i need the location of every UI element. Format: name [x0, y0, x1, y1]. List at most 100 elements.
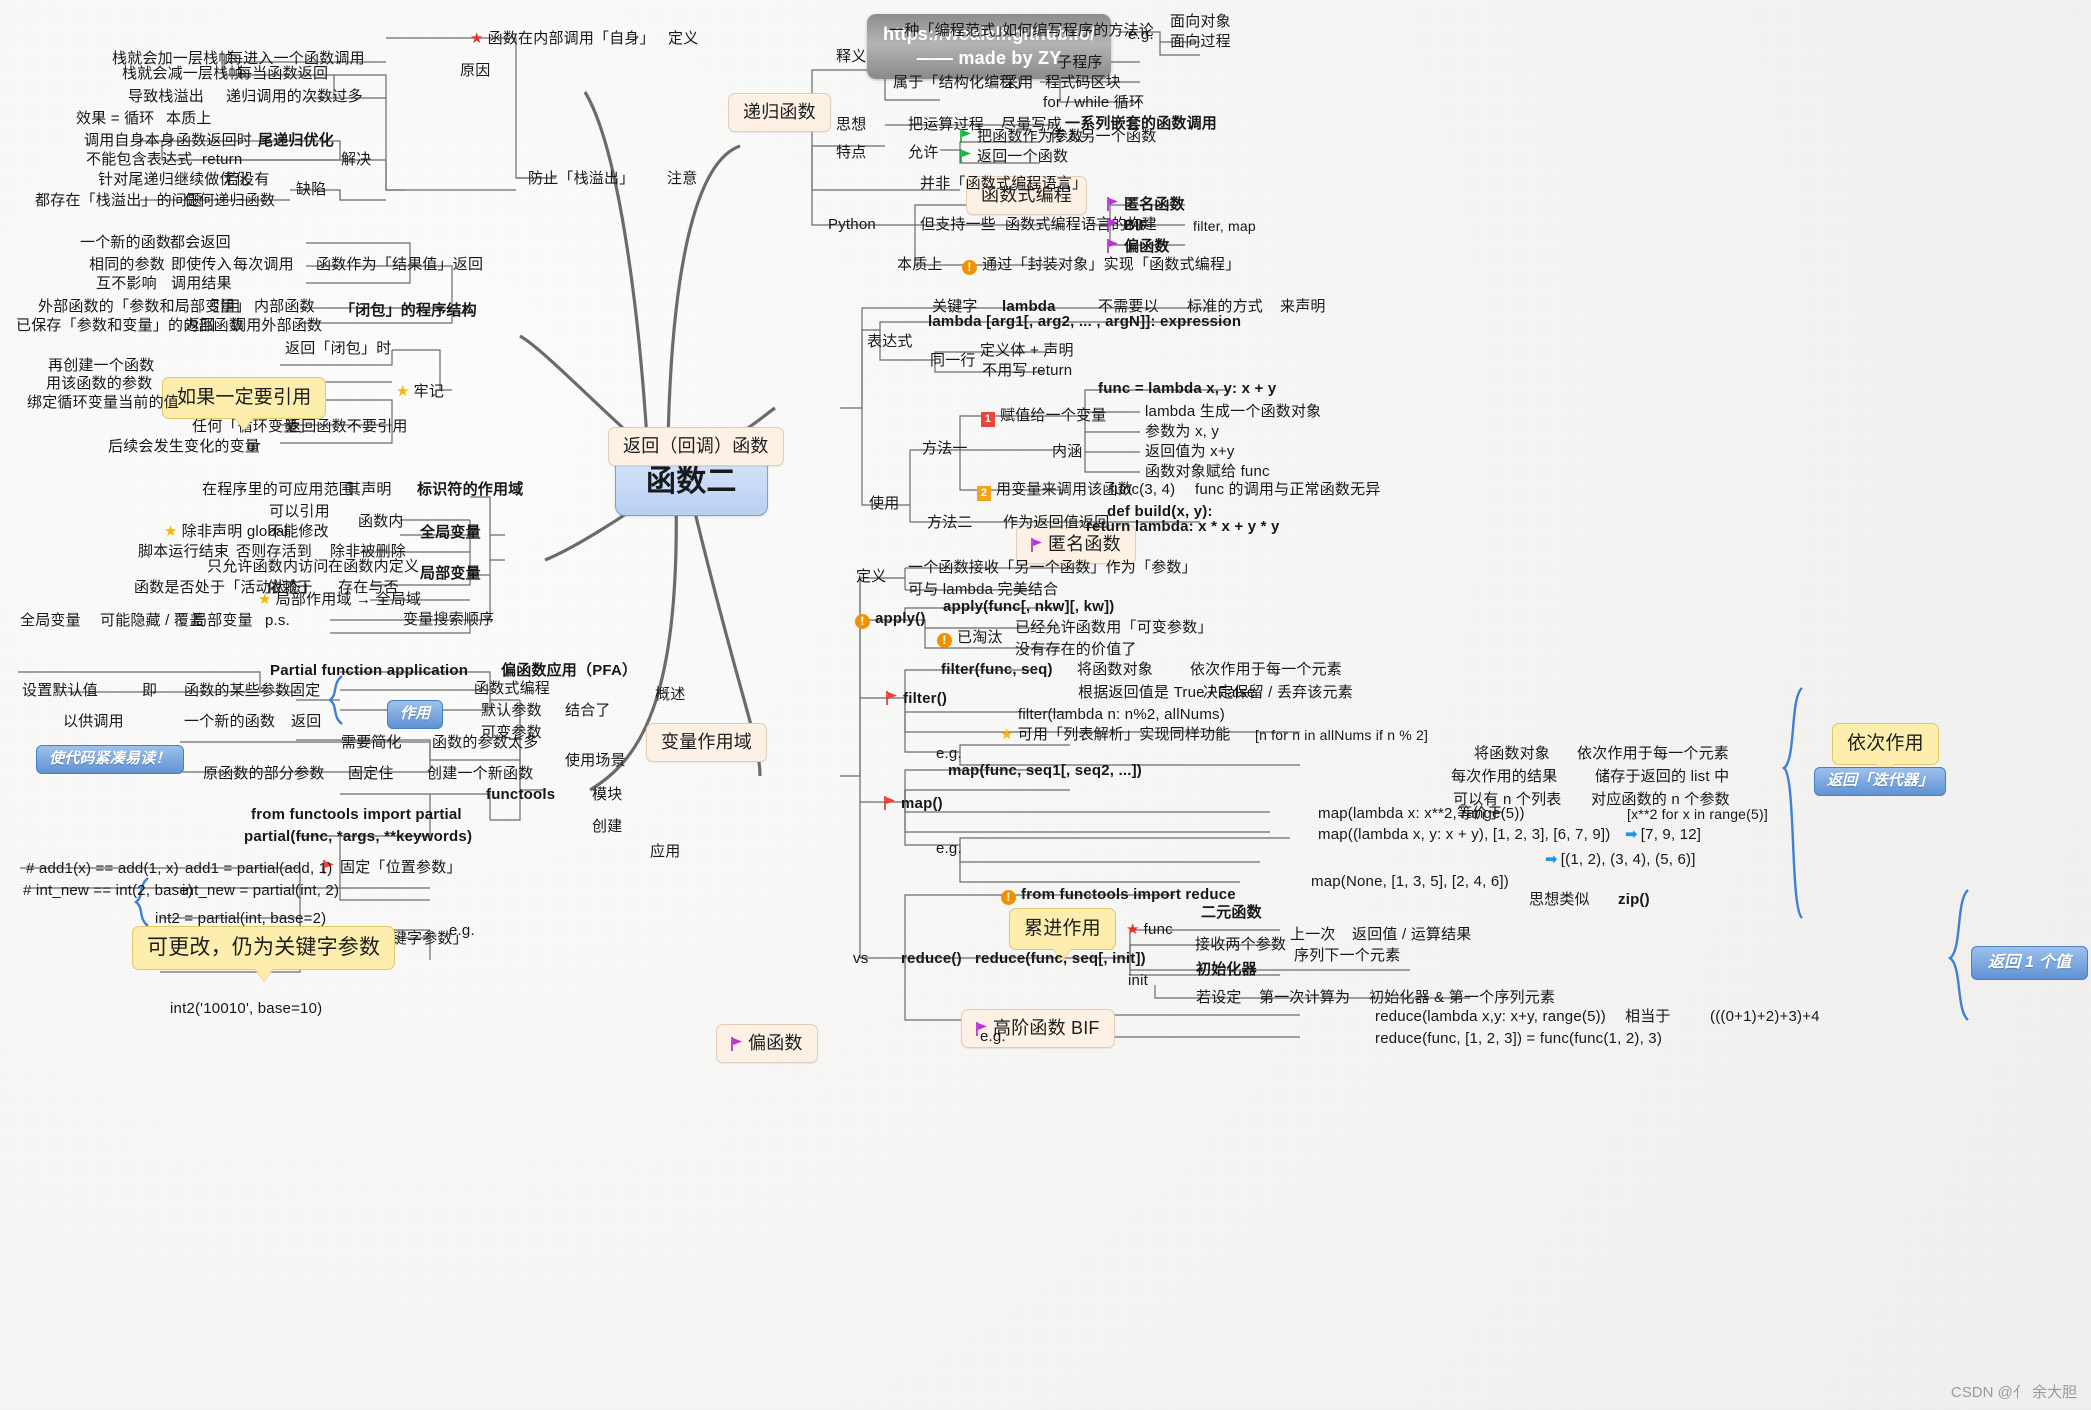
closure-call-2-left: 互不影响: [96, 275, 157, 292]
lambda-same-line-1: 不用写 return: [982, 362, 1073, 379]
topic-scope[interactable]: 变量作用域: [646, 723, 767, 762]
closure-structure-label: 「闭包」的程序结构: [340, 302, 477, 319]
partial-fix-1-left: # int_new == int(2, base): [23, 882, 194, 899]
star-yellow-icon: ★: [258, 591, 272, 608]
closure-later-var: 后续会发生变化的变量: [108, 438, 261, 455]
functional-feature-1-label: 返回一个函数: [977, 148, 1069, 165]
partial-reset-bubble: 可更改，仍为关键字参数: [132, 926, 396, 971]
partial-fix-0-left: # add1(x) == add(1, x): [26, 860, 179, 877]
partial-effect-pill[interactable]: 作用: [387, 700, 444, 729]
lambda-m2-text: 作为返回值返回: [1003, 514, 1110, 531]
topic-hof[interactable]: 高阶函数 BIF: [961, 1009, 1115, 1048]
hof-reduce-func-recv: 接收两个参数: [1195, 936, 1287, 953]
partial-def-0-c: 函数的某些参数: [184, 682, 291, 699]
hof-filter-eg2: ★ 可用「列表解析」实现同样功能: [1000, 726, 1230, 745]
hof-filter-eg2-label: 可用「列表解析」实现同样功能: [1017, 726, 1231, 743]
hof-reduce-eg1: reduce(lambda x,y: x+y, range(5)): [1375, 1008, 1606, 1025]
hof-reduce-func-1-a: 序列下一个元素: [1294, 947, 1401, 964]
python-construct-0-label: 匿名函数: [1124, 196, 1185, 213]
hof-reduce-eg-label: e.g.: [980, 1028, 1006, 1045]
scope-global-0-left: ★ 除非声明 global: [164, 523, 288, 542]
lambda-use-label: 使用: [869, 495, 900, 512]
functional-feature-0: 把函数作为参数: [960, 128, 1083, 147]
hof-map-text: map(): [901, 795, 943, 812]
scope-local-0-right: 在函数内定义: [328, 558, 420, 575]
hof-map-desc-2-b: 对应函数的 n 个参数: [1591, 791, 1730, 808]
closure-call-label: 每次调用: [233, 256, 294, 273]
lambda-keyword-std: 标准的方式: [1187, 298, 1264, 315]
hof-reduce-pill[interactable]: 返回 1 个值: [1971, 946, 2089, 980]
hof-reduce-import: ! from functools import reduce: [1001, 886, 1236, 905]
banner-author: —— made by ZY: [916, 48, 1062, 69]
partial-apply-label: 应用: [650, 843, 681, 860]
hof-filter-eg1: filter(lambda n: n%2, allNums): [1018, 706, 1225, 723]
lambda-keyword-label: 关键字: [932, 298, 978, 315]
closure-return-label: 函数作为「结果值」返回: [316, 256, 484, 273]
recursion-reason-1-left: 栈就会减一层栈帧: [122, 65, 244, 82]
partial-create-import: from functools import partial: [251, 806, 462, 823]
partial-usecase-1-b: 固定住: [348, 765, 394, 782]
closure-must-0: 再创建一个函数: [48, 357, 155, 374]
hof-filter-sig: filter(func, seq): [941, 661, 1053, 678]
topic-lambda[interactable]: 匿名函数: [1016, 525, 1136, 564]
hof-def-1: 可与 lambda 完美结合: [908, 581, 1059, 598]
topic-functional[interactable]: 函数式编程: [966, 176, 1087, 215]
hof-reduce-sig: reduce(func, seq[, init]): [975, 950, 1146, 967]
star-red-icon: ★: [470, 30, 484, 47]
recursion-tail-0-right: 本质上: [166, 110, 212, 127]
lambda-keyword-no: 不需要以: [1098, 298, 1159, 315]
hof-reduce-func-0-a: 上一次: [1290, 926, 1336, 943]
functional-idea-label: 思想: [836, 116, 867, 133]
python-construct-2: 偏函数: [1107, 238, 1170, 257]
hof-map-eg3-out-label: [(1, 2), (3, 4), (5, 6)]: [1560, 851, 1696, 868]
hof-reduce-bubble: 累进作用: [1009, 908, 1116, 950]
functional-meaning-0-a: 一种「编程范式」: [889, 22, 1011, 39]
lambda-same-line-0: 定义体 + 声明: [980, 342, 1074, 359]
topic-closure[interactable]: 返回（回调）函数: [608, 427, 784, 466]
lambda-m1-step2: 2 用变量来调用该函数: [977, 481, 1133, 501]
partial-overview-label: 概述: [655, 686, 686, 703]
star-yellow-icon: ★: [396, 383, 410, 400]
hof-apply-dep: ! 已淘汰: [937, 629, 1003, 648]
hof-map-eg3: map(None, [1, 3, 5], [2, 4, 6]): [1311, 873, 1509, 890]
hof-reduce-func-text: func: [1143, 921, 1173, 938]
flag-red-icon: [323, 860, 336, 874]
hof-map-pill[interactable]: 返回「迭代器」: [1814, 767, 1947, 796]
flag-green-icon: [960, 129, 973, 143]
partial-usecase-0-a: 需要简化: [341, 734, 402, 751]
lambda-same-line: 同一行: [930, 352, 976, 369]
number-2-icon: 2: [977, 486, 991, 501]
topic-recursion[interactable]: 递归函数: [728, 93, 831, 132]
scope-local-0-left: 只允许函数内访问: [207, 558, 329, 575]
flag-purple-icon: [1031, 535, 1044, 552]
hof-filter-eg-label: e.g.: [936, 745, 962, 762]
partial-effect-2: 可变参数: [481, 724, 542, 741]
partial-usecase-pill[interactable]: 使代码紧凑易读！: [36, 745, 184, 774]
recursion-tail-2-right: return: [202, 151, 243, 168]
partial-create-sig: partial(func, *args, **keywords): [244, 828, 473, 845]
hof-filter-desc-0-a: 将函数对象: [1077, 661, 1154, 678]
hof-apply-sig: apply(func[, nkw][, kw]): [943, 598, 1115, 615]
lambda-m2-code2: return lambda: x * x + y * y: [1086, 518, 1280, 535]
star-yellow-icon: ★: [164, 523, 178, 540]
hof-map-eg3-sim: 思想类似: [1529, 891, 1590, 908]
hof-reduce-import-label: from functools import reduce: [1021, 886, 1236, 903]
hof-reduce-label: reduce(): [901, 950, 962, 967]
recursion-reason-2-left: 导致栈溢出: [128, 88, 205, 105]
lambda-m1-code: func = lambda x, y: x + y: [1098, 380, 1277, 397]
paradigm-example-0: 面向对象: [1170, 13, 1231, 30]
functional-python-build: 函数式编程语言的构建: [1005, 216, 1158, 233]
lambda-m2-label: 方法二: [927, 514, 973, 531]
partial-def-1-d: 返回: [291, 713, 322, 730]
recursion-solve-label: 解决: [341, 151, 372, 168]
scope-search-star-label: 局部作用域 → 全局域: [275, 591, 422, 608]
hof-map-desc-0-a: 将函数对象: [1474, 745, 1551, 762]
topic-partial[interactable]: 偏函数: [716, 1024, 818, 1063]
functional-meaning-1-b: 采用: [1003, 74, 1034, 91]
partial-effect-combine: 结合了: [565, 702, 611, 719]
closure-structure-1-right: 调用外部函数: [231, 317, 323, 334]
scope-search-local: 局部变量: [192, 612, 253, 629]
functional-feature-1: 返回一个函数: [960, 148, 1068, 167]
hof-filter-desc-1-a: 根据返回值是 True / False: [1078, 684, 1256, 701]
flag-purple-icon: [731, 1034, 744, 1051]
